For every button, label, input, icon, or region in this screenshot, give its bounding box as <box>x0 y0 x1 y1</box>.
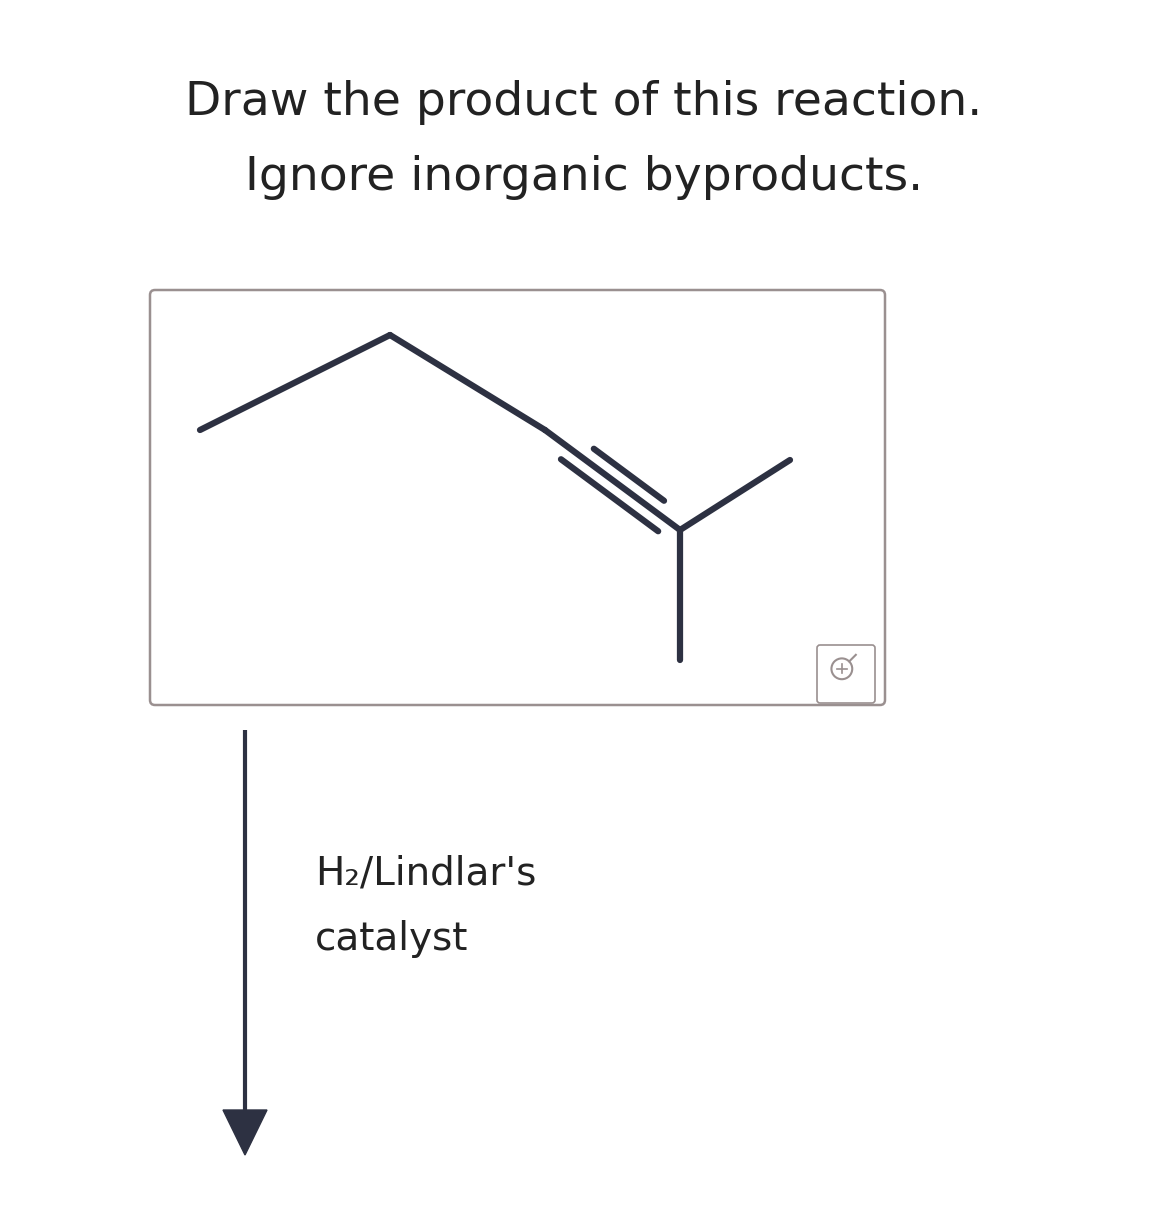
Polygon shape <box>223 1110 267 1155</box>
Text: H₂/Lindlar's: H₂/Lindlar's <box>314 855 537 893</box>
Text: Draw the product of this reaction.: Draw the product of this reaction. <box>186 80 983 125</box>
FancyBboxPatch shape <box>817 644 876 703</box>
Text: Ignore inorganic byproducts.: Ignore inorganic byproducts. <box>245 154 924 199</box>
Text: catalyst: catalyst <box>314 921 469 958</box>
FancyBboxPatch shape <box>150 289 885 705</box>
